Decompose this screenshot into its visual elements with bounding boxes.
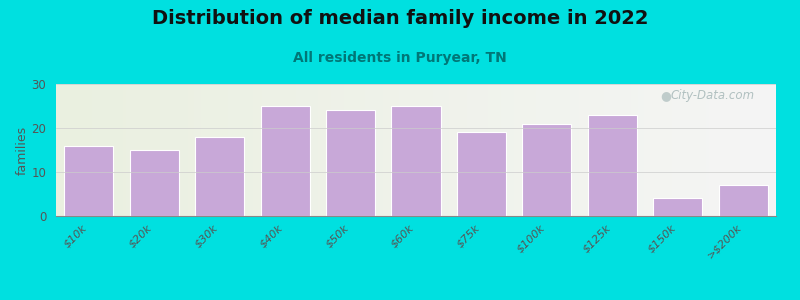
- Bar: [195, 137, 244, 216]
- Text: City-Data.com: City-Data.com: [670, 89, 754, 102]
- Bar: [391, 106, 441, 216]
- Bar: [522, 124, 571, 216]
- Text: Distribution of median family income in 2022: Distribution of median family income in …: [152, 9, 648, 28]
- Text: ●: ●: [661, 89, 672, 102]
- Bar: [261, 106, 310, 216]
- Bar: [457, 132, 506, 216]
- Bar: [588, 115, 637, 216]
- Bar: [326, 110, 375, 216]
- Text: All residents in Puryear, TN: All residents in Puryear, TN: [293, 51, 507, 65]
- Bar: [64, 146, 114, 216]
- Bar: [130, 150, 178, 216]
- Bar: [718, 185, 768, 216]
- Y-axis label: families: families: [16, 125, 29, 175]
- Bar: [654, 198, 702, 216]
